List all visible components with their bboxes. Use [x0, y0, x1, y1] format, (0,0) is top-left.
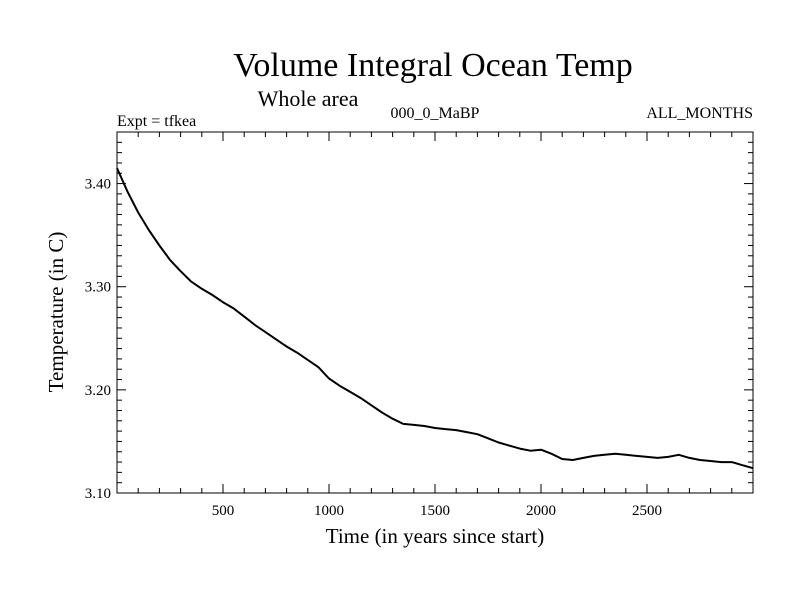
temperature-series-line: [116, 167, 754, 470]
period-label: 000_0_MaBP: [391, 105, 480, 122]
y-axis: 3.10 3.20 3.30 3.40: [85, 131, 753, 502]
y-axis-label: Temperature (in C): [44, 232, 68, 393]
x-tick-label: 500: [212, 503, 235, 519]
x-axis-label: Time (in years since start): [326, 524, 545, 548]
y-tick-label: 3.10: [85, 486, 111, 502]
x-tick-label: 1500: [420, 503, 450, 519]
y-tick-label: 3.40: [85, 177, 111, 193]
months-label: ALL_MONTHS: [646, 105, 753, 122]
x-tick-label: 2500: [632, 503, 662, 519]
chart-subtitle: Whole area: [258, 86, 359, 111]
y-tick-label: 3.20: [85, 383, 111, 399]
experiment-label: Expt = tfkea: [117, 113, 196, 130]
x-tick-label: 1000: [314, 503, 344, 519]
plot-frame: [116, 131, 754, 494]
chart-title: Volume Integral Ocean Temp: [233, 47, 633, 84]
y-tick-label: 3.30: [85, 280, 111, 296]
x-tick-label: 2000: [526, 503, 556, 519]
x-axis: 500 1000 1500 2000 2500: [137, 132, 733, 519]
